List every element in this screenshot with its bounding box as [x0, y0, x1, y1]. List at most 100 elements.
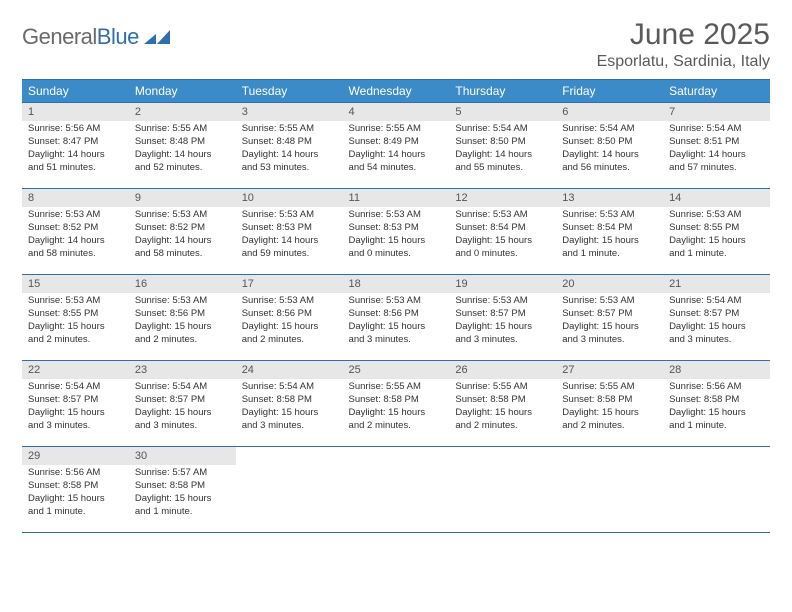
day-number: 15 — [22, 275, 129, 293]
calendar-cell: .. — [236, 447, 343, 533]
day-number: 24 — [236, 361, 343, 379]
weekday-header: Monday — [129, 80, 236, 103]
day-number: 8 — [22, 189, 129, 207]
day-details: Sunrise: 5:54 AMSunset: 8:57 PMDaylight:… — [129, 379, 236, 436]
calendar-cell: 26Sunrise: 5:55 AMSunset: 8:58 PMDayligh… — [449, 361, 556, 447]
sunset-line: Sunset: 8:57 PM — [669, 308, 764, 321]
sunrise-line: Sunrise: 5:53 AM — [135, 209, 230, 222]
calendar-cell: 14Sunrise: 5:53 AMSunset: 8:55 PMDayligh… — [663, 189, 770, 275]
daylight-line: Daylight: 15 hours and 3 minutes. — [349, 321, 444, 347]
day-number: 7 — [663, 103, 770, 121]
day-details: Sunrise: 5:53 AMSunset: 8:52 PMDaylight:… — [22, 207, 129, 264]
daylight-line: Daylight: 15 hours and 3 minutes. — [135, 407, 230, 433]
sunset-line: Sunset: 8:57 PM — [135, 394, 230, 407]
sunrise-line: Sunrise: 5:56 AM — [669, 381, 764, 394]
sunset-line: Sunset: 8:58 PM — [242, 394, 337, 407]
sunset-line: Sunset: 8:58 PM — [455, 394, 550, 407]
sunset-line: Sunset: 8:50 PM — [455, 136, 550, 149]
daylight-line: Daylight: 15 hours and 2 minutes. — [562, 407, 657, 433]
daylight-line: Daylight: 14 hours and 54 minutes. — [349, 149, 444, 175]
calendar-cell: 2Sunrise: 5:55 AMSunset: 8:48 PMDaylight… — [129, 103, 236, 189]
day-number: 4 — [343, 103, 450, 121]
day-details: Sunrise: 5:55 AMSunset: 8:58 PMDaylight:… — [449, 379, 556, 436]
day-details: Sunrise: 5:53 AMSunset: 8:55 PMDaylight:… — [22, 293, 129, 350]
day-details: Sunrise: 5:53 AMSunset: 8:56 PMDaylight:… — [129, 293, 236, 350]
sunrise-line: Sunrise: 5:53 AM — [242, 209, 337, 222]
day-number: 14 — [663, 189, 770, 207]
sunset-line: Sunset: 8:49 PM — [349, 136, 444, 149]
sunset-line: Sunset: 8:55 PM — [28, 308, 123, 321]
day-details: Sunrise: 5:55 AMSunset: 8:58 PMDaylight:… — [556, 379, 663, 436]
daylight-line: Daylight: 15 hours and 1 minute. — [135, 493, 230, 519]
calendar-cell: 4Sunrise: 5:55 AMSunset: 8:49 PMDaylight… — [343, 103, 450, 189]
day-details: Sunrise: 5:53 AMSunset: 8:53 PMDaylight:… — [236, 207, 343, 264]
sunset-line: Sunset: 8:56 PM — [135, 308, 230, 321]
day-details: Sunrise: 5:54 AMSunset: 8:50 PMDaylight:… — [556, 121, 663, 178]
calendar-row: 1Sunrise: 5:56 AMSunset: 8:47 PMDaylight… — [22, 103, 770, 189]
day-details: Sunrise: 5:54 AMSunset: 8:58 PMDaylight:… — [236, 379, 343, 436]
sunrise-line: Sunrise: 5:54 AM — [242, 381, 337, 394]
daylight-line: Daylight: 15 hours and 3 minutes. — [669, 321, 764, 347]
calendar-cell: 7Sunrise: 5:54 AMSunset: 8:51 PMDaylight… — [663, 103, 770, 189]
calendar-cell: 17Sunrise: 5:53 AMSunset: 8:56 PMDayligh… — [236, 275, 343, 361]
day-number: 1 — [22, 103, 129, 121]
weekday-header: Thursday — [449, 80, 556, 103]
calendar-cell: 20Sunrise: 5:53 AMSunset: 8:57 PMDayligh… — [556, 275, 663, 361]
page: GeneralBlue June 2025 Esporlatu, Sardini… — [0, 0, 792, 551]
brand-word-general: General — [22, 24, 97, 50]
header: GeneralBlue June 2025 Esporlatu, Sardini… — [22, 18, 770, 71]
day-number: 18 — [343, 275, 450, 293]
daylight-line: Daylight: 15 hours and 2 minutes. — [28, 321, 123, 347]
sunset-line: Sunset: 8:52 PM — [135, 222, 230, 235]
daylight-line: Daylight: 15 hours and 2 minutes. — [135, 321, 230, 347]
daylight-line: Daylight: 15 hours and 2 minutes. — [455, 407, 550, 433]
calendar-table: Sunday Monday Tuesday Wednesday Thursday… — [22, 79, 770, 533]
sunrise-line: Sunrise: 5:55 AM — [562, 381, 657, 394]
day-number: 29 — [22, 447, 129, 465]
sunrise-line: Sunrise: 5:56 AM — [28, 467, 123, 480]
calendar-cell: 29 Sunrise: 5:56 AMSunset: 8:58 PMDayligh… — [22, 447, 129, 533]
weekday-header: Saturday — [663, 80, 770, 103]
calendar-row: 29Sunrise: 5:56 AMSunset: 8:58 PMDayligh… — [22, 447, 770, 533]
sunset-line: Sunset: 8:58 PM — [28, 480, 123, 493]
sunset-line: Sunset: 8:53 PM — [349, 222, 444, 235]
daylight-line: Daylight: 14 hours and 58 minutes. — [135, 235, 230, 261]
daylight-line: Daylight: 15 hours and 0 minutes. — [349, 235, 444, 261]
sunrise-line: Sunrise: 5:55 AM — [455, 381, 550, 394]
daylight-line: Daylight: 14 hours and 53 minutes. — [242, 149, 337, 175]
day-number: 22 — [22, 361, 129, 379]
sunset-line: Sunset: 8:57 PM — [28, 394, 123, 407]
title-block: June 2025 Esporlatu, Sardinia, Italy — [597, 18, 770, 71]
day-details: Sunrise: 5:53 AMSunset: 8:54 PMDaylight:… — [556, 207, 663, 264]
day-details: Sunrise: 5:54 AMSunset: 8:57 PMDaylight:… — [22, 379, 129, 436]
sunrise-line: Sunrise: 5:53 AM — [562, 295, 657, 308]
day-details: Sunrise: 5:53 AMSunset: 8:57 PMDaylight:… — [449, 293, 556, 350]
day-number: 9 — [129, 189, 236, 207]
calendar-row: 15Sunrise: 5:53 AMSunset: 8:55 PMDayligh… — [22, 275, 770, 361]
day-number: 25 — [343, 361, 450, 379]
sunset-line: Sunset: 8:58 PM — [349, 394, 444, 407]
sunrise-line: Sunrise: 5:55 AM — [135, 123, 230, 136]
day-details: Sunrise: 5:53 AMSunset: 8:53 PMDaylight:… — [343, 207, 450, 264]
calendar-cell: 5Sunrise: 5:54 AMSunset: 8:50 PMDaylight… — [449, 103, 556, 189]
sunset-line: Sunset: 8:55 PM — [669, 222, 764, 235]
day-number: 10 — [236, 189, 343, 207]
sunrise-line: Sunrise: 5:53 AM — [455, 295, 550, 308]
daylight-line: Daylight: 15 hours and 3 minutes. — [28, 407, 123, 433]
day-details: Sunrise: 5:55 AMSunset: 8:58 PMDaylight:… — [343, 379, 450, 436]
calendar-cell: 13Sunrise: 5:53 AMSunset: 8:54 PMDayligh… — [556, 189, 663, 275]
calendar-cell: .. — [663, 447, 770, 533]
calendar-row: 8Sunrise: 5:53 AMSunset: 8:52 PMDaylight… — [22, 189, 770, 275]
calendar-cell: 11Sunrise: 5:53 AMSunset: 8:53 PMDayligh… — [343, 189, 450, 275]
sunrise-line: Sunrise: 5:53 AM — [349, 209, 444, 222]
day-details: Sunrise: 5:53 AMSunset: 8:56 PMDaylight:… — [236, 293, 343, 350]
day-number: 26 — [449, 361, 556, 379]
day-details: Sunrise: 5:54 AMSunset: 8:57 PMDaylight:… — [663, 293, 770, 350]
daylight-line: Daylight: 14 hours and 56 minutes. — [562, 149, 657, 175]
day-details: Sunrise: 5:55 AMSunset: 8:48 PMDaylight:… — [129, 121, 236, 178]
day-number: 21 — [663, 275, 770, 293]
calendar-cell: 23Sunrise: 5:54 AMSunset: 8:57 PMDayligh… — [129, 361, 236, 447]
daylight-line: Daylight: 15 hours and 1 minute. — [669, 235, 764, 261]
daylight-line: Daylight: 15 hours and 1 minute. — [28, 493, 123, 519]
day-details: Sunrise: 5:53 AMSunset: 8:56 PMDaylight:… — [343, 293, 450, 350]
